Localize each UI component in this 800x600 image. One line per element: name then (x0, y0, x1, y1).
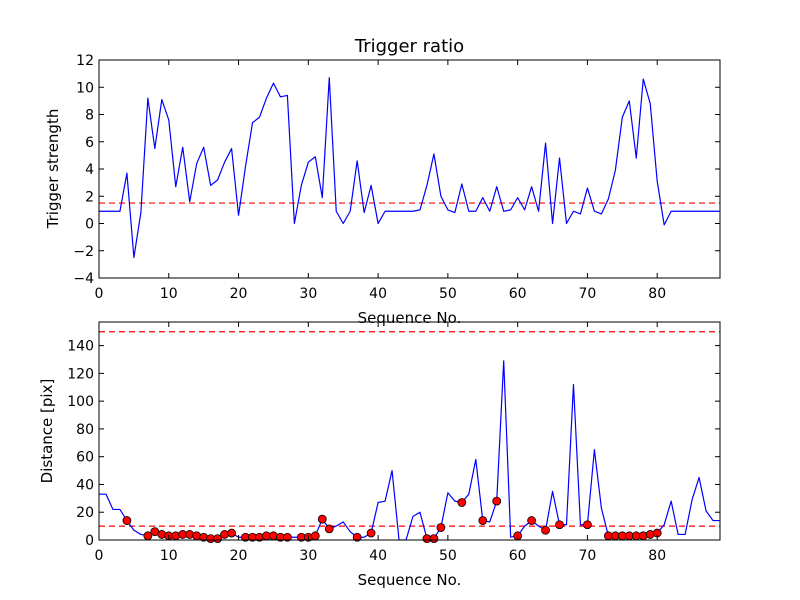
x-axis-label: Sequence No. (358, 309, 462, 327)
data-point-marker (478, 516, 488, 525)
x-tick-label: 80 (648, 286, 666, 302)
data-point-marker (492, 496, 502, 506)
data-point-marker (220, 530, 229, 539)
distance-plot-area: 0 10 20 30 40 50 60 70 80 0 20 40 60 80 100 120 140 (67, 321, 721, 564)
y-tick-label: 20 (76, 505, 94, 521)
x-tick-label: 0 (95, 286, 104, 302)
y-tick-label: 0 (85, 217, 94, 233)
data-point-marker (157, 530, 167, 539)
x-tick-label: 40 (369, 286, 387, 302)
x-tick-label: 60 (509, 548, 527, 564)
distance-panel: 0 10 20 30 40 50 60 70 80 0 20 40 60 80 100 120 140 Sequ… (38, 321, 721, 589)
chart-title: Trigger ratio (354, 36, 464, 57)
y-tick-label: 140 (67, 339, 94, 355)
x-tick-label: 30 (299, 548, 317, 564)
y-tick-label: 8 (85, 108, 94, 124)
data-point-marker (227, 528, 236, 538)
x-tick-label: 10 (160, 548, 178, 564)
y-tick-label: 120 (67, 366, 94, 382)
data-point-marker (192, 531, 202, 541)
y-tick-label: 80 (76, 422, 94, 438)
data-point-marker (457, 498, 467, 507)
data-point-marker (269, 531, 278, 541)
y-tick-label: 10 (76, 80, 94, 96)
axes-frame (98, 321, 721, 541)
y-tick-label: −2 (73, 244, 94, 260)
x-tick-label: 70 (579, 286, 597, 302)
x-tick-label: 0 (95, 548, 104, 564)
x-tick-label: 20 (230, 548, 248, 564)
data-point-marker (366, 528, 376, 538)
data-point-marker (436, 523, 446, 532)
data-point-marker (185, 530, 195, 539)
x-tick-label: 80 (648, 548, 666, 564)
x-tick-label: 60 (509, 286, 527, 302)
y-tick-label: 0 (85, 533, 94, 549)
data-point-marker (527, 516, 537, 525)
data-layer (99, 77, 720, 259)
data-point-marker (310, 531, 320, 541)
y-tick-label: 60 (76, 450, 94, 466)
series-line (99, 77, 720, 259)
y-tick-label: 100 (67, 394, 94, 410)
trigger-plot-area: 0 10 20 30 40 50 60 70 80 −4 −2 0 2 4 6 8 10 12 (73, 53, 721, 302)
y-tick-label: −4 (73, 271, 94, 287)
data-point-marker (429, 534, 439, 544)
trigger-ratio-panel: Trigger ratio 0 10 20 30 40 50 60 70 80 −4 −2 0 2 4 6 8… (44, 36, 721, 327)
data-point-marker (171, 531, 181, 541)
data-point-marker (583, 520, 592, 530)
data-point-marker (638, 531, 648, 541)
x-tick-label: 70 (579, 548, 597, 564)
data-point-marker (122, 516, 132, 525)
y-tick-label: 12 (76, 53, 94, 69)
x-tick-label: 20 (230, 286, 248, 302)
y-axis-label: Trigger strength (44, 109, 62, 230)
data-point-marker (317, 514, 327, 524)
data-point-marker (645, 530, 655, 539)
y-tick-label: 2 (85, 189, 94, 205)
y-tick-label: 40 (76, 477, 94, 493)
data-point-marker (555, 520, 564, 530)
x-tick-label: 50 (439, 286, 457, 302)
x-tick-label: 40 (369, 548, 387, 564)
data-point-marker (541, 525, 550, 535)
x-tick-label: 10 (160, 286, 178, 302)
data-point-marker (352, 532, 362, 542)
y-tick-label: 4 (85, 162, 94, 178)
y-axis-label: Distance [pix] (38, 379, 56, 484)
y-tick-label: 6 (85, 135, 94, 151)
x-tick-label: 30 (299, 286, 317, 302)
data-point-marker (324, 524, 334, 534)
x-tick-label: 50 (439, 548, 457, 564)
data-point-marker (213, 534, 223, 544)
x-axis-label: Sequence No. (358, 571, 462, 589)
data-point-marker (282, 532, 292, 542)
